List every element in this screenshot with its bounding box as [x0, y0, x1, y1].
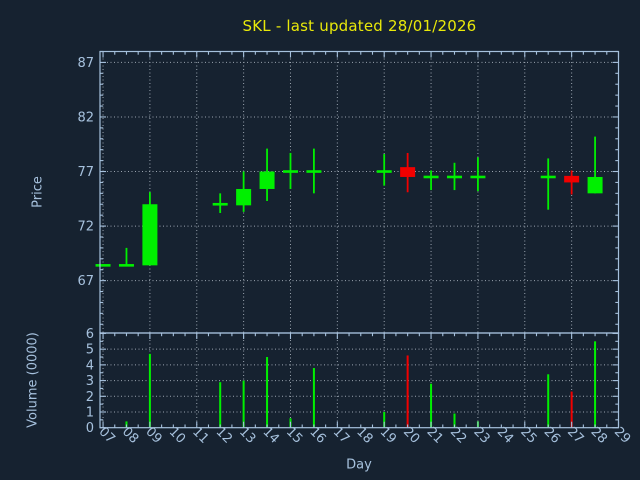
svg-text:3: 3 [86, 374, 94, 389]
svg-text:0: 0 [86, 421, 94, 436]
volume-axis-label: Volume (0000) [25, 332, 41, 428]
svg-text:1: 1 [86, 405, 94, 420]
axis-ticks [100, 50, 620, 429]
svg-text:6: 6 [86, 327, 94, 342]
svg-text:82: 82 [77, 110, 94, 125]
svg-text:4: 4 [86, 358, 94, 373]
gridlines [100, 51, 619, 428]
svg-text:72: 72 [77, 220, 94, 235]
svg-text:87: 87 [77, 56, 94, 71]
price-axis-label: Price [30, 176, 46, 208]
chart-title: SKL - last updated 28/01/2026 [242, 17, 477, 35]
svg-text:67: 67 [77, 274, 94, 289]
axes-frames [99, 50, 620, 429]
svg-text:2: 2 [86, 390, 94, 405]
svg-text:5: 5 [86, 343, 94, 358]
x-axis-label: Day [346, 457, 372, 473]
svg-text:77: 77 [77, 165, 94, 180]
volume-bars [125, 341, 597, 428]
candlesticks [95, 136, 603, 267]
